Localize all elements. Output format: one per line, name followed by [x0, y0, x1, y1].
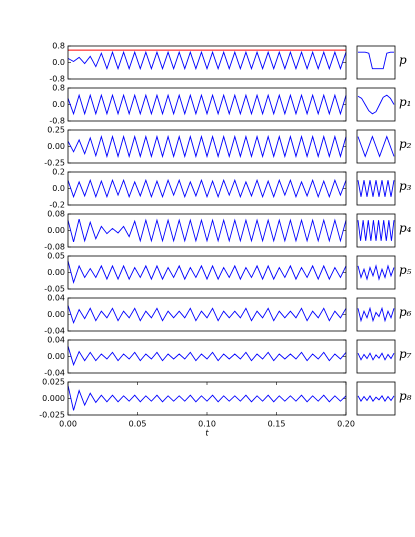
inset-label: p₇	[399, 347, 412, 361]
y-tick-label: 0.00	[47, 310, 65, 319]
y-tick-label: 0.0	[52, 58, 65, 67]
y-tick-label: 0.2	[52, 168, 65, 177]
y-tick-label: -0.04	[44, 369, 65, 378]
y-tick-label: 0.000	[42, 394, 65, 403]
y-tick-label: 0.25	[47, 126, 65, 135]
inset-frame	[356, 297, 396, 332]
inset-frame	[356, 213, 396, 248]
x-axis-label: t	[205, 429, 209, 438]
inset-label: p₅	[399, 263, 412, 277]
inset-frame	[356, 129, 396, 164]
y-tick-label: 0.00	[47, 352, 65, 361]
inset-line	[357, 180, 395, 197]
inset-label: p₆	[399, 305, 412, 319]
signal-line	[67, 218, 347, 243]
signal-line	[67, 385, 347, 411]
inset-frame	[356, 87, 396, 122]
y-tick-label: 0.8	[52, 42, 65, 51]
y-tick-label: 0.00	[47, 226, 65, 235]
inset-label: p₄	[399, 221, 412, 235]
y-tick-label: 0.025	[42, 378, 65, 387]
y-tick-label: -0.25	[44, 159, 65, 168]
inset-line	[357, 94, 395, 115]
y-tick-label: 0.8	[52, 84, 65, 93]
y-tick-label: -0.04	[44, 327, 65, 336]
y-tick-label: -0.8	[49, 117, 65, 126]
x-tick-label: 0.20	[337, 420, 355, 429]
plot-frame	[67, 213, 347, 248]
plot-frame	[67, 381, 347, 416]
inset-label: p₈	[399, 389, 412, 403]
y-tick-label: 0.0	[52, 100, 65, 109]
y-tick-label: 0.04	[47, 336, 65, 345]
inset-label: p	[399, 53, 407, 67]
inset-line	[357, 306, 395, 323]
plot-frame	[67, 87, 347, 122]
plot-frame	[67, 255, 347, 290]
x-tick-label: 0.05	[129, 420, 147, 429]
signal-line	[67, 346, 347, 367]
y-tick-label: 0.00	[47, 142, 65, 151]
plot-frame	[67, 339, 347, 374]
inset-line	[357, 220, 395, 241]
y-tick-label: 0.05	[47, 252, 65, 261]
y-tick-label: -0.2	[49, 201, 65, 210]
signal-line	[67, 50, 347, 71]
inset-line	[357, 264, 395, 281]
y-tick-label: 0.00	[47, 268, 65, 277]
x-tick-label: 0.00	[59, 420, 77, 429]
signal-line	[67, 178, 347, 199]
inset-label: p₂	[399, 137, 412, 151]
plot-frame	[67, 297, 347, 332]
y-tick-label: -0.025	[39, 411, 65, 420]
y-tick-label: -0.05	[44, 285, 65, 294]
signal-line	[67, 260, 347, 284]
y-tick-label: 0.08	[47, 210, 65, 219]
inset-frame	[356, 171, 396, 206]
y-tick-label: 0.04	[47, 294, 65, 303]
plot-frame	[67, 45, 347, 80]
signal-line	[67, 305, 347, 325]
signal-line	[67, 93, 347, 116]
y-tick-label: -0.8	[49, 75, 65, 84]
plot-frame	[67, 171, 347, 206]
inset-line	[357, 135, 395, 158]
y-tick-label: -0.08	[44, 243, 65, 252]
inset-label: p₃	[399, 179, 412, 193]
inset-label: p₁	[399, 95, 412, 109]
inset-line	[357, 394, 395, 403]
inset-frame	[356, 255, 396, 290]
inset-line	[357, 352, 395, 361]
plot-frame	[67, 129, 347, 164]
y-tick-label: 0.0	[52, 184, 65, 193]
x-tick-label: 0.15	[268, 420, 286, 429]
inset-frame	[356, 45, 396, 80]
inset-frame	[356, 339, 396, 374]
x-tick-label: 0.10	[198, 420, 216, 429]
inset-line	[358, 51, 394, 70]
inset-frame	[356, 381, 396, 416]
signal-line	[67, 134, 347, 159]
